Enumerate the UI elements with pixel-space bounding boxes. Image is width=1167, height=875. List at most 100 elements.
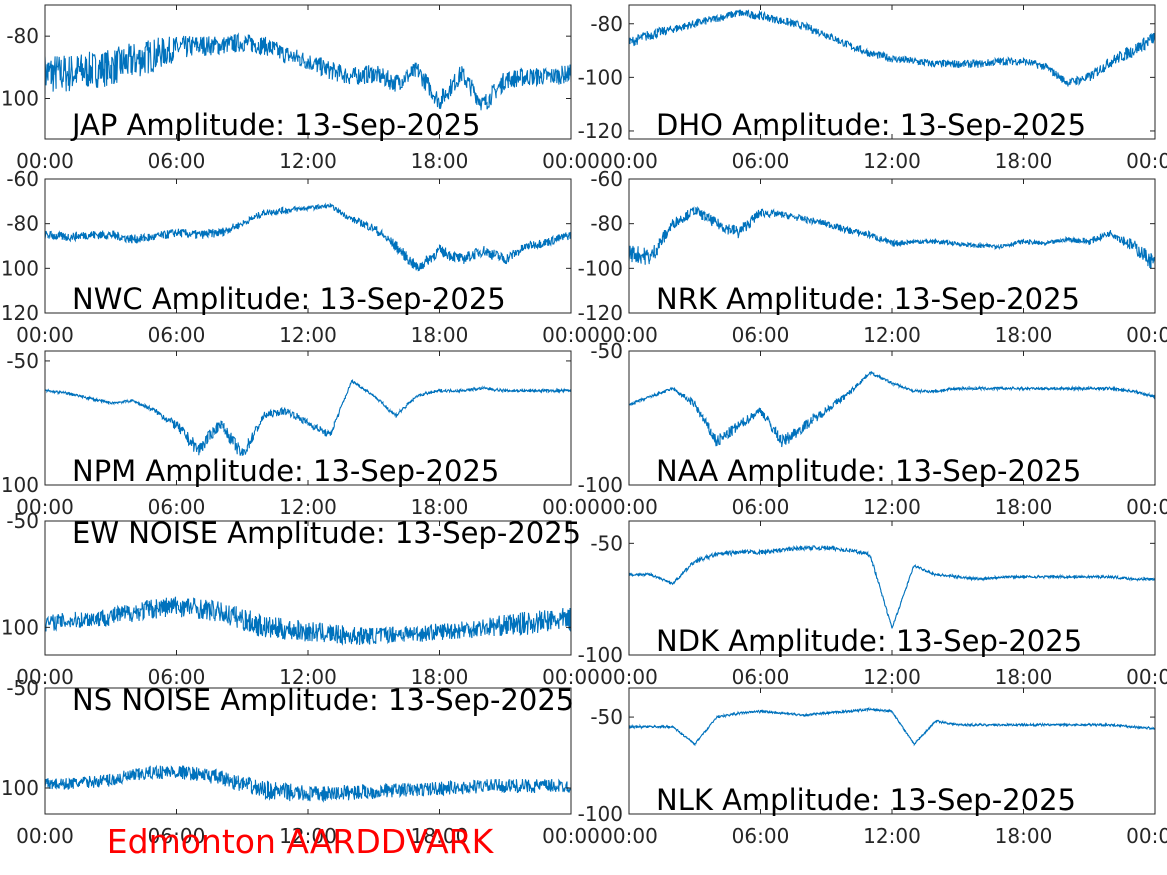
amplitude-trace — [629, 544, 1155, 629]
x-tick-label: 12:00 — [863, 323, 921, 347]
x-tick-label: 06:00 — [732, 824, 790, 848]
panel-title: EW NOISE Amplitude: 13-Sep-2025 — [72, 516, 581, 550]
x-tick-label: 12:00 — [863, 495, 921, 519]
x-tick-label: 06:00 — [732, 665, 790, 689]
y-tick-label: -80 — [6, 24, 39, 48]
x-tick-label: 00:00 — [542, 824, 600, 848]
x-tick-label: 06:00 — [732, 495, 790, 519]
panel-nrk: -60-80-100-12000:0006:0012:0018:0000:00N… — [578, 167, 1167, 347]
x-tick-label: 12:00 — [863, 665, 921, 689]
x-tick-label: 00:00 — [16, 665, 74, 689]
station-name: Edmonton AARDDVARK — [107, 822, 495, 861]
panel-jap: -80 100 00:00 06:00 12:00 18:00 00:00 JAP Ampli… — [1, 4, 600, 173]
panel-title: NPM Amplitude: 13-Sep-2025 — [72, 454, 499, 488]
x-tick-label: 00:00 — [600, 495, 658, 519]
x-tick-label: 18:00 — [411, 824, 469, 848]
amplitude-trace — [629, 706, 1155, 747]
x-tick-label: 18:00 — [995, 824, 1053, 848]
x-tick-label: 12:00 — [863, 824, 921, 848]
panel-title: JAP Amplitude: 13-Sep-2025 — [70, 108, 480, 142]
x-tick-label: 06:00 — [148, 323, 206, 347]
y-tick-label: -100 — [578, 473, 623, 497]
y-tick-label: -100 — [578, 65, 623, 89]
x-tick-label: 00:00 — [1126, 495, 1167, 519]
x-tick-label: 06:00 — [148, 495, 206, 519]
x-tick-label: 00:00 — [542, 665, 600, 689]
trace-group — [45, 379, 571, 457]
y-tick-label: -100 — [578, 802, 623, 826]
y-tick-label: 100 — [1, 615, 39, 639]
x-tick-label: 06:00 — [148, 824, 206, 848]
x-tick-label: 00:00 — [542, 495, 600, 519]
y-tick-label: 100 — [1, 86, 39, 110]
x-tick-label: 18:00 — [411, 665, 469, 689]
y-tick-label: 100 — [1, 473, 39, 497]
trace-group — [629, 706, 1155, 747]
amplitude-trace — [45, 202, 571, 272]
x-tick-label: 18:00 — [411, 495, 469, 519]
x-tick-label: 00:00 — [16, 149, 74, 173]
x-tick-label: 12:00 — [279, 323, 337, 347]
trace-group — [629, 370, 1155, 448]
y-tick-label: -100 — [578, 643, 623, 667]
trace-group — [45, 596, 571, 646]
x-tick-label: 06:00 — [148, 665, 206, 689]
y-tick-label: -80 — [590, 12, 623, 36]
x-tick-label: 18:00 — [411, 149, 469, 173]
x-tick-label: 12:00 — [279, 824, 337, 848]
x-tick-label: 18:00 — [995, 495, 1053, 519]
x-tick-label: 18:00 — [411, 323, 469, 347]
y-tick-label: -80 — [6, 212, 39, 236]
x-tick-label: 18:00 — [995, 665, 1053, 689]
x-tick-label: 00:00 — [600, 665, 658, 689]
y-tick-label: -100 — [578, 256, 623, 280]
panel-title: NDK Amplitude: 13-Sep-2025 — [656, 624, 1082, 658]
amplitude-trace — [45, 596, 571, 646]
x-tick-label: 12:00 — [279, 665, 337, 689]
y-tick-label: -120 — [578, 301, 623, 325]
x-tick-label: 00:00 — [1126, 323, 1167, 347]
trace-group — [629, 544, 1155, 629]
x-tick-label: 12:00 — [279, 149, 337, 173]
panel-title: NLK Amplitude: 13-Sep-2025 — [656, 783, 1076, 817]
x-tick-label: 00:00 — [16, 495, 74, 519]
x-tick-label: 06:00 — [732, 149, 790, 173]
amplitude-trace — [629, 205, 1155, 269]
panel-dho: -80 -100 -120 00:00 06:00 12:00 18:00 00:00 DHO … — [578, 4, 1167, 173]
x-tick-label: 06:00 — [732, 323, 790, 347]
amplitude-trace — [45, 379, 571, 457]
panel-title: NWC Amplitude: 13-Sep-2025 — [72, 282, 506, 316]
y-tick-label: 120 — [1, 301, 39, 325]
panel-title: NS NOISE Amplitude: 13-Sep-2025 — [72, 683, 574, 717]
x-tick-label: 18:00 — [995, 149, 1053, 173]
y-tick-label: -50 — [6, 676, 39, 700]
x-tick-label: 00:00 — [542, 323, 600, 347]
y-tick-label: -50 — [6, 509, 39, 533]
x-tick-label: 00:00 — [1126, 149, 1167, 173]
amplitude-trace — [629, 370, 1155, 448]
panel-title: NAA Amplitude: 13-Sep-2025 — [656, 454, 1081, 488]
x-tick-label: 00:00 — [16, 323, 74, 347]
x-tick-label: 18:00 — [995, 323, 1053, 347]
x-tick-label: 12:00 — [863, 149, 921, 173]
panel-title: DHO Amplitude: 13-Sep-2025 — [656, 108, 1086, 142]
amplitude-trace — [45, 32, 571, 111]
y-tick-label: -50 — [590, 705, 623, 729]
panel-title: NRK Amplitude: 13-Sep-2025 — [656, 282, 1080, 316]
panel-ns-noise: -50 100 00:00 06:00 12:00 18:00 00:00 NS NOISE … — [1, 676, 600, 848]
y-tick-label: -50 — [590, 339, 623, 363]
y-tick-label: -50 — [590, 531, 623, 555]
trace-group — [45, 202, 571, 272]
panel-ew-noise: -50 100 00:00 06:00 12:00 18:00 00:00 EW NOISE … — [1, 509, 600, 689]
y-tick-label: 100 — [1, 256, 39, 280]
trace-group — [45, 32, 571, 111]
y-tick-label: -120 — [578, 119, 623, 143]
